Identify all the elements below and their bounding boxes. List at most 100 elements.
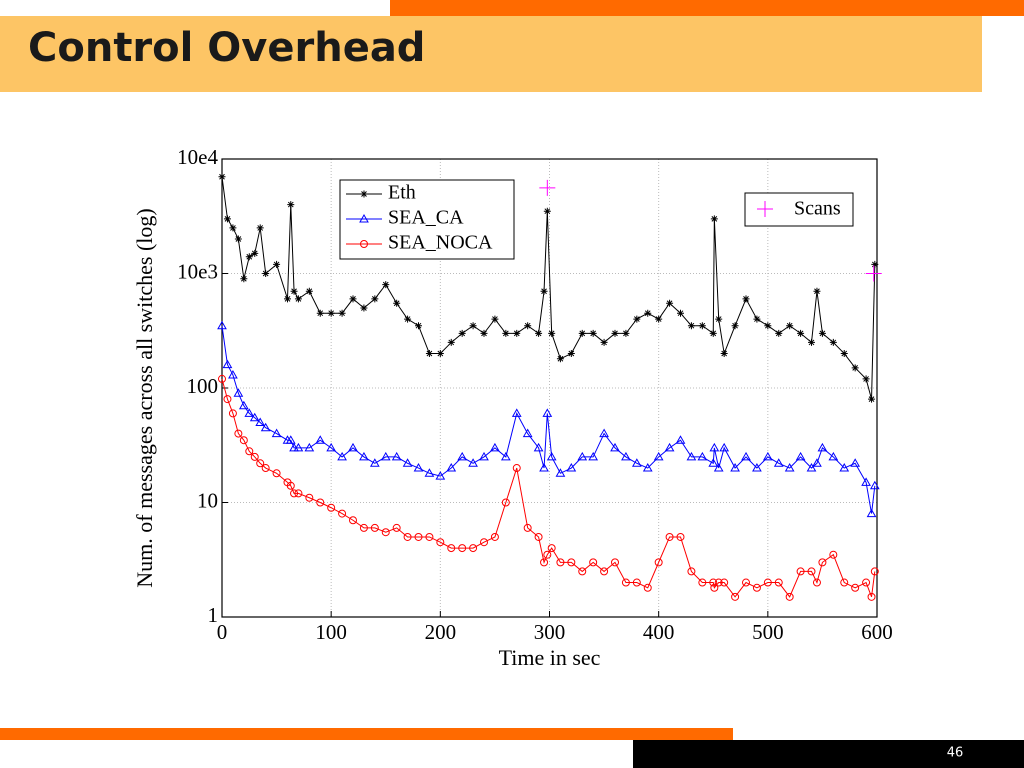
point	[546, 451, 557, 461]
x-axis-label: Time in sec	[499, 645, 601, 670]
point	[480, 538, 488, 547]
legend-label: Eth	[388, 182, 416, 204]
point	[382, 281, 390, 289]
point	[687, 567, 696, 576]
point	[710, 215, 718, 223]
point	[272, 469, 281, 478]
point	[632, 578, 641, 587]
point	[763, 578, 772, 587]
footer-bar	[633, 740, 1024, 768]
chart: 1 10 100 10e3 10e4 0 100 200 300 400 500 600 Time in…	[132, 145, 893, 670]
point	[436, 350, 444, 358]
point	[535, 329, 543, 337]
point	[218, 374, 226, 383]
point	[600, 567, 609, 576]
point	[870, 567, 879, 576]
point	[244, 408, 255, 417]
point	[479, 451, 489, 461]
legend-marker	[360, 240, 368, 248]
legend-marker	[757, 201, 773, 217]
point	[642, 463, 653, 472]
point	[540, 558, 549, 567]
point	[294, 295, 302, 303]
point	[611, 329, 619, 337]
point	[327, 309, 335, 317]
point	[524, 322, 532, 330]
point	[490, 442, 500, 452]
point	[228, 409, 237, 418]
point	[305, 493, 314, 502]
point	[285, 435, 296, 444]
point	[556, 558, 565, 567]
point	[501, 498, 510, 507]
point	[818, 329, 826, 337]
point	[256, 224, 264, 232]
point	[391, 451, 402, 461]
point	[687, 322, 695, 330]
legend-label: Scans	[794, 198, 841, 220]
point	[223, 215, 231, 223]
point	[469, 544, 478, 553]
point	[589, 329, 597, 337]
point	[829, 550, 838, 559]
point	[540, 287, 548, 295]
point	[741, 451, 751, 461]
point	[720, 578, 729, 587]
y-tick-label: 1	[208, 603, 219, 627]
point	[511, 408, 522, 417]
point	[862, 375, 870, 383]
point	[753, 315, 761, 323]
point	[567, 558, 576, 567]
point	[588, 451, 599, 461]
point	[250, 452, 259, 461]
point	[709, 578, 718, 587]
y-tick-label: 10e3	[177, 259, 218, 283]
point	[555, 468, 566, 477]
point	[686, 451, 697, 461]
point	[446, 463, 457, 472]
point	[229, 224, 237, 232]
point	[245, 253, 253, 261]
point	[764, 322, 772, 330]
point	[633, 315, 641, 323]
point	[436, 538, 445, 547]
point	[829, 338, 837, 346]
point	[720, 350, 728, 358]
point	[534, 532, 543, 541]
y-tick-label: 10e4	[177, 145, 218, 169]
point	[742, 295, 750, 303]
point	[348, 442, 358, 452]
point	[392, 523, 401, 532]
point	[273, 260, 281, 268]
point	[773, 458, 784, 467]
point	[217, 320, 227, 330]
point	[415, 322, 422, 330]
point	[665, 532, 674, 541]
point	[284, 295, 291, 303]
point	[402, 458, 413, 467]
y-tick-label: 100	[187, 374, 219, 398]
point	[775, 329, 783, 337]
point	[381, 528, 390, 537]
point	[513, 329, 521, 337]
legend-label: SEA_CA	[388, 207, 464, 229]
point	[542, 408, 553, 417]
point	[413, 463, 424, 472]
point	[404, 315, 412, 323]
point	[655, 315, 663, 323]
point	[710, 583, 719, 592]
point	[458, 544, 467, 553]
point	[666, 299, 674, 307]
point	[556, 355, 564, 363]
point	[730, 463, 740, 472]
point	[491, 315, 499, 323]
point	[338, 509, 347, 518]
point	[371, 295, 379, 303]
point	[500, 451, 511, 461]
point	[260, 422, 271, 432]
point	[447, 544, 456, 553]
point	[240, 275, 248, 283]
point	[589, 558, 598, 567]
point	[653, 451, 664, 461]
